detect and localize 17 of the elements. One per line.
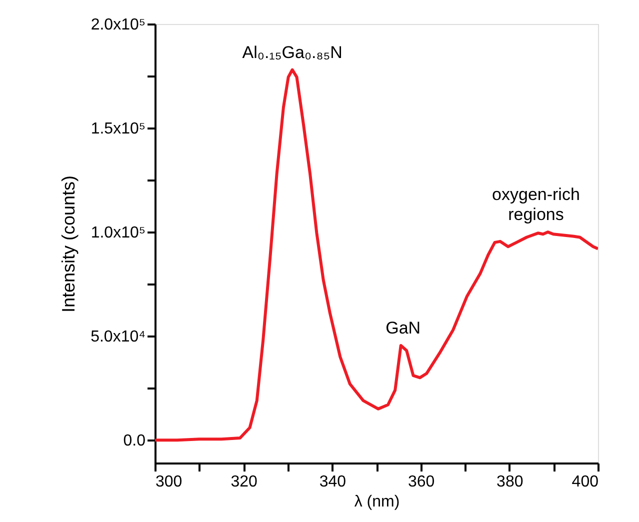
y-tick-label: 5.0x10⁴	[90, 328, 146, 346]
y-tick-label: 0.0	[123, 432, 146, 450]
line-series	[155, 68, 598, 442]
x-tick-label: 380	[496, 474, 524, 490]
annotation: Al₀.₁₅Ga₀.₈₅N	[242, 42, 342, 62]
y-tick-label: 2.0x10⁵	[90, 16, 146, 34]
y-axis-title: Intensity (counts)	[58, 175, 79, 313]
x-tick-label: 320	[230, 474, 258, 490]
y-tick-label: 1.5x10⁵	[90, 120, 146, 138]
x-tick-label: 300	[156, 474, 182, 490]
x-axis-title: λ (nm)	[354, 494, 400, 510]
x-tick-label: 360	[408, 474, 435, 490]
y-tick-label: 1.0x10⁵	[90, 224, 146, 242]
x-tick-label: 400	[572, 474, 599, 490]
annotation: oxygen-rich regions	[492, 185, 580, 224]
x-tick-label: 340	[319, 474, 346, 490]
annotation: GaN	[386, 318, 421, 338]
